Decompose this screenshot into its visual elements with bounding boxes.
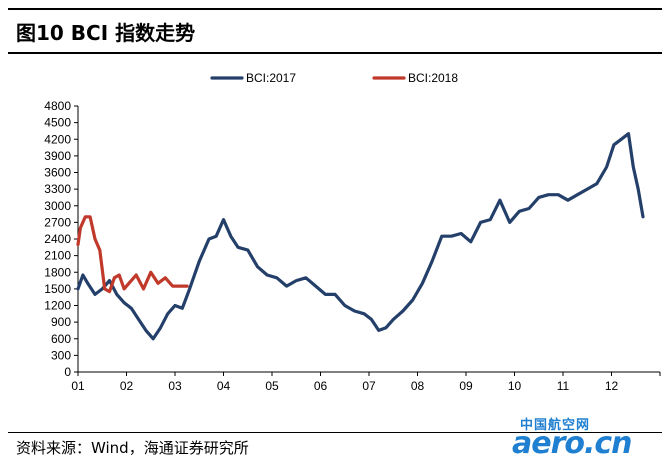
series-line-bci-2018: [76, 215, 189, 294]
x-tick-label: 11: [557, 379, 570, 393]
series-line-bci-2017: [76, 132, 645, 341]
x-tick-label: 06: [314, 379, 328, 393]
y-tick-label: 4500: [44, 116, 71, 130]
aero-watermark: 中国航空网 aero.cn: [512, 414, 666, 464]
x-tick-label: 08: [411, 379, 425, 393]
x-tick-label: 05: [265, 379, 279, 393]
title-rule: [8, 52, 662, 54]
x-tick-label: 04: [217, 379, 231, 393]
y-tick-label: 1500: [44, 282, 71, 296]
y-tick-label: 300: [51, 348, 71, 362]
x-tick-label: 03: [168, 379, 182, 393]
legend-label-1: BCI:2018: [408, 71, 458, 85]
y-tick-label: 4800: [44, 99, 71, 113]
source-note: 资料来源：Wind，海通证券研究所: [16, 439, 249, 457]
y-tick-label: 2700: [44, 215, 71, 229]
watermark-cn-text: 中国航空网: [520, 418, 591, 433]
y-tick-label: 900: [51, 315, 71, 329]
x-tick-label: 07: [362, 379, 376, 393]
y-tick-label: 1200: [44, 299, 71, 313]
legend-label-0: BCI:2017: [246, 71, 296, 85]
x-tick-label: 12: [605, 379, 619, 393]
y-tick-label: 600: [51, 332, 71, 346]
top-rule: [8, 8, 662, 10]
y-tick-label: 3000: [44, 199, 71, 213]
source-rule: [8, 432, 662, 433]
x-tick-label: 02: [120, 379, 134, 393]
bci-line-chart: 0 300 600 900 1200 1500 1800 2100 2400 2700 3000 33…: [44, 71, 661, 393]
x-tick-label: 10: [508, 379, 522, 393]
x-tick-label: 09: [459, 379, 473, 393]
y-tick-label: 0: [64, 365, 71, 379]
figure-title: 图10 BCI 指数走势: [16, 21, 196, 45]
y-tick-label: 3900: [44, 149, 71, 163]
y-tick-label: 3600: [44, 166, 71, 180]
watermark-en-text: aero.cn: [512, 426, 633, 461]
x-tick-label: 01: [71, 379, 85, 393]
y-tick-label: 1800: [44, 265, 71, 279]
y-tick-label: 2400: [44, 232, 71, 246]
y-tick-label: 3300: [44, 182, 71, 196]
y-tick-label: 2100: [44, 249, 71, 263]
y-tick-label: 4200: [44, 132, 71, 146]
